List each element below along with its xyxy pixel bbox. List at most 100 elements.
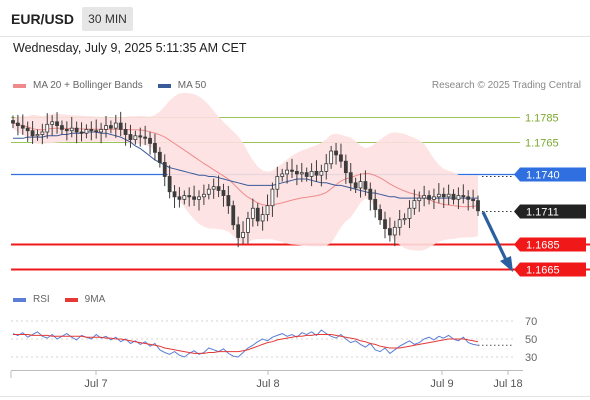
candle-body [285,169,290,175]
candle-body [206,188,211,195]
candle-body [231,205,236,226]
candle-body [476,200,480,212]
candle-body [280,173,285,177]
candle-body [427,195,431,200]
timeframe-badge[interactable]: 30 MIN [82,7,133,31]
rsi-ma-line [13,334,479,354]
legend-swatch-ma50 [157,83,171,88]
candle-body [172,191,177,198]
rsi-tick-50: 50 [525,334,537,346]
candle-body [60,125,64,130]
candle-body [167,176,172,193]
candle-body [461,195,466,198]
candle-body [104,125,108,130]
candle-body [113,122,118,129]
candle-body [84,129,89,134]
ma50-line [13,131,478,199]
legend-item-9ma: 9MA [64,294,106,305]
candle-body [378,209,383,221]
candle-body [89,129,94,132]
candle-body [402,218,407,221]
candle-body [299,172,304,175]
candle-body [422,195,427,199]
level-badge-1.1665 [514,262,586,277]
legend-label-9ma: 9MA [84,294,106,305]
candle-body [11,120,15,124]
candle-body [148,137,152,144]
candle-body [466,196,471,200]
candle-body [221,190,226,196]
candle-body [133,135,138,141]
legend-label-ma20: MA 20 + Bollinger Bands [33,80,143,91]
candle-body [319,170,324,176]
candle-body [153,143,157,153]
candle-body [309,170,314,177]
candle-body [50,121,55,125]
candle-body [412,200,417,209]
candle-body [441,193,446,198]
candle-body [397,219,402,228]
candle-body [334,150,338,156]
candle-body [343,160,348,174]
candle-body [177,196,182,200]
candle-body [138,135,143,138]
candle-body [436,193,441,198]
candle-body [123,129,128,135]
candle-body [275,176,280,190]
legend-swatch-ma20 [13,83,26,88]
candle-body [417,197,422,202]
legend-label-rsi: RSI [33,294,50,305]
candle-body [216,186,221,191]
candle-body [348,172,353,184]
candle-body [363,181,368,190]
candle-body [329,150,334,165]
legend-item-ma20: MA 20 + Bollinger Bands [13,80,143,91]
candle-body [407,207,412,219]
candle-body [324,163,329,172]
candle-body [108,125,113,129]
candle-body [446,193,451,198]
level-label-1.1765: 1.1765 [525,138,559,150]
legend-item-ma50: MA 50 [157,80,207,91]
legend-swatch-9ma [64,297,78,302]
candle-body [373,198,378,210]
level-label-1.1785: 1.1785 [525,113,559,125]
candle-body [241,232,245,238]
candle-body [387,228,392,236]
candle-body [69,127,74,132]
candle-body [64,129,69,132]
candle-body [182,195,187,200]
rsi-legend: RSI 9MA [13,294,120,305]
rsi-tick-30: 30 [525,352,537,364]
level-label-1.1685: 1.1685 [526,240,560,252]
candle-body [192,196,197,200]
x-tick-label-Jul-18: Jul 18 [493,378,522,390]
level-label-1.1740: 1.1740 [526,170,560,182]
x-tick-label-Jul-7: Jul 7 [84,378,107,390]
projection-arrow-shaft [481,211,509,263]
header-bar: EUR/USD 30 MIN [0,0,590,36]
candle-body [432,196,436,200]
candle-body [456,195,461,200]
candle-body [314,170,319,176]
candle-body [99,129,104,133]
symbol-title: EUR/USD [11,11,75,27]
bollinger-band [13,93,478,251]
candle-body [45,123,50,133]
candle-body [79,131,84,134]
level-badge-1.1740 [514,167,586,182]
candle-body [35,134,40,137]
candle-body [20,125,25,129]
candle-body [226,195,231,207]
candle-body [187,195,192,198]
rsi-tick-70: 70 [525,316,537,328]
candle-body [294,170,299,175]
last-price-label: 1.1711 [526,207,559,219]
candle-body [118,122,123,130]
legend-item-rsi: RSI [13,294,50,305]
legend-swatch-rsi [13,297,26,302]
candle-body [290,169,294,172]
timestamp: Wednesday, July 9, 2025 5:11:35 AM CET [13,41,247,55]
legend-label-ma50: MA 50 [177,80,207,91]
